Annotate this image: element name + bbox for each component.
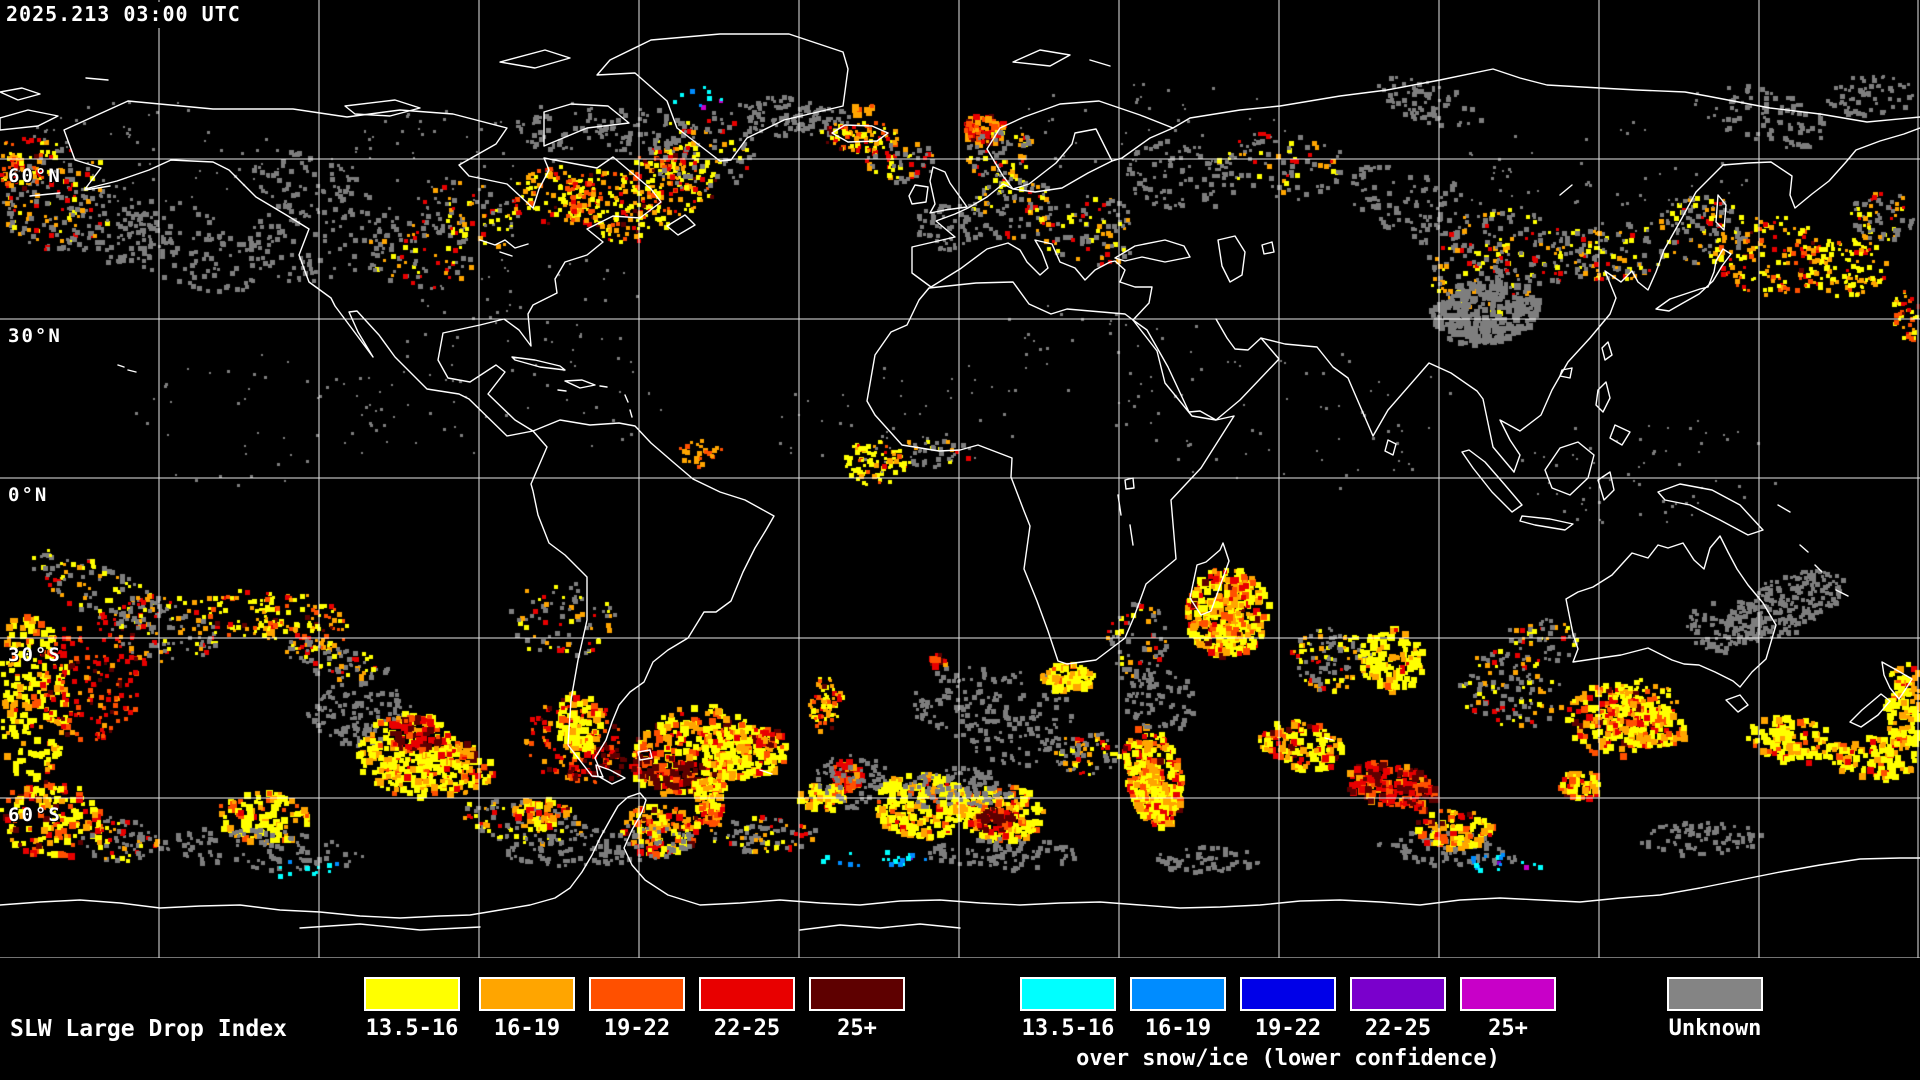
swatch-color-box	[1020, 977, 1116, 1011]
swatch-label: 25+	[1488, 1016, 1528, 1041]
legend-swatch-snow-16-19: 16-19	[1130, 977, 1226, 1041]
legend-swatch-slw-16-19: 16-19	[479, 977, 575, 1041]
coast-south-america	[531, 420, 774, 777]
coast-chukotka-wrap	[0, 78, 108, 130]
lat-label: 30°S	[8, 644, 62, 666]
coast-europe-west	[912, 161, 1112, 287]
legend-swatch-slw-19-22: 19-22	[589, 977, 685, 1041]
coast-antarctica	[0, 793, 1920, 930]
legend-bar: SLW Large Drop Index 13.5-16 16-19 19-22…	[0, 958, 1920, 1080]
swatch-color-box	[1667, 977, 1763, 1011]
swatch-color-box	[699, 977, 795, 1011]
coast-philippines	[1596, 382, 1630, 445]
swatch-color-box	[1350, 977, 1446, 1011]
coast-hawaii-aleutians	[30, 186, 136, 372]
coast-scandinavia	[987, 101, 1173, 189]
coast-new-zealand	[1850, 662, 1912, 727]
swatch-label: 19-22	[603, 1016, 671, 1041]
swatch-label: 22-25	[713, 1016, 781, 1041]
legend-swatch-slw-13.5-16: 13.5-16	[364, 977, 460, 1041]
swatch-color-box	[589, 977, 685, 1011]
swatch-color-box	[364, 977, 460, 1011]
coast-tierra-del-fuego	[596, 750, 772, 784]
coast-north-america	[64, 101, 661, 436]
swatch-color-box	[1460, 977, 1556, 1011]
swatch-color-box	[1240, 977, 1336, 1011]
coast-african-lakes	[1118, 478, 1134, 545]
swatch-color-box	[1130, 977, 1226, 1011]
swatch-label: 16-19	[1144, 1016, 1212, 1041]
graticule-gridlines	[0, 0, 1920, 958]
swatch-color-box	[479, 977, 575, 1011]
lat-label: 0°N	[8, 484, 49, 506]
coast-new-guinea	[1658, 484, 1763, 535]
coast-arctic-russia	[1173, 69, 1920, 128]
legend-swatch-snow-13.5-16: 13.5-16	[1020, 977, 1116, 1041]
lat-label: 60°N	[8, 165, 62, 187]
coast-caspian	[1218, 236, 1274, 282]
coast-lake-baikal	[1560, 185, 1572, 195]
coast-australia	[1566, 536, 1776, 712]
coast-pacific-islands	[1778, 505, 1848, 596]
swatch-label: 13.5-16	[365, 1016, 459, 1041]
coast-arabia	[1133, 319, 1279, 420]
swatch-label: 25+	[837, 1016, 877, 1041]
legend-swatch-snow-22-25: 22-25	[1350, 977, 1446, 1041]
lat-label: 30°N	[8, 325, 62, 347]
lat-label: 60°S	[8, 804, 62, 826]
coast-taiwan-hainan	[1560, 342, 1612, 378]
swatch-label: 13.5-16	[1021, 1016, 1115, 1041]
coast-sakhalin-japan	[1656, 195, 1731, 311]
coast-great-lakes	[480, 240, 528, 256]
coast-east-asia	[1500, 128, 1920, 472]
legend-swatch-unknown: Unknown	[1667, 977, 1763, 1041]
coast-africa	[867, 282, 1234, 664]
legend-snow-ice-caption: over snow/ice (lower confidence)	[1076, 1046, 1500, 1071]
swatch-color-box	[809, 977, 905, 1011]
coast-caribbean	[512, 357, 632, 417]
swatch-label: 16-19	[493, 1016, 561, 1041]
world-map	[0, 0, 1920, 958]
swatch-label: 19-22	[1254, 1016, 1322, 1041]
legend-swatch-snow-25plus: 25+	[1460, 977, 1556, 1041]
coast-british-isles	[909, 167, 967, 213]
coast-iran-india	[1261, 338, 1514, 472]
coastlines-layer	[0, 34, 1920, 930]
coast-black-sea	[1115, 240, 1190, 262]
legend-swatch-snow-19-22: 19-22	[1240, 977, 1336, 1041]
swatch-label: 22-25	[1364, 1016, 1432, 1041]
coast-iceland	[832, 125, 888, 142]
swatch-label: Unknown	[1668, 1016, 1762, 1041]
legend-swatch-slw-22-25: 22-25	[699, 977, 795, 1041]
coast-madagascar	[1190, 543, 1229, 615]
coast-svalbard	[1013, 50, 1110, 66]
coast-sri-lanka	[1385, 440, 1396, 455]
coast-mediterranean	[931, 240, 1152, 320]
legend-title: SLW Large Drop Index	[10, 1016, 287, 1042]
timestamp: 2025.213 03:00 UTC	[4, 2, 245, 28]
coast-indonesia	[1462, 442, 1614, 530]
legend-swatch-slw-25plus: 25+	[809, 977, 905, 1041]
coast-greenland	[597, 34, 848, 161]
coast-arctic-islands	[345, 50, 695, 235]
coast-kerguelen	[1325, 738, 1333, 740]
